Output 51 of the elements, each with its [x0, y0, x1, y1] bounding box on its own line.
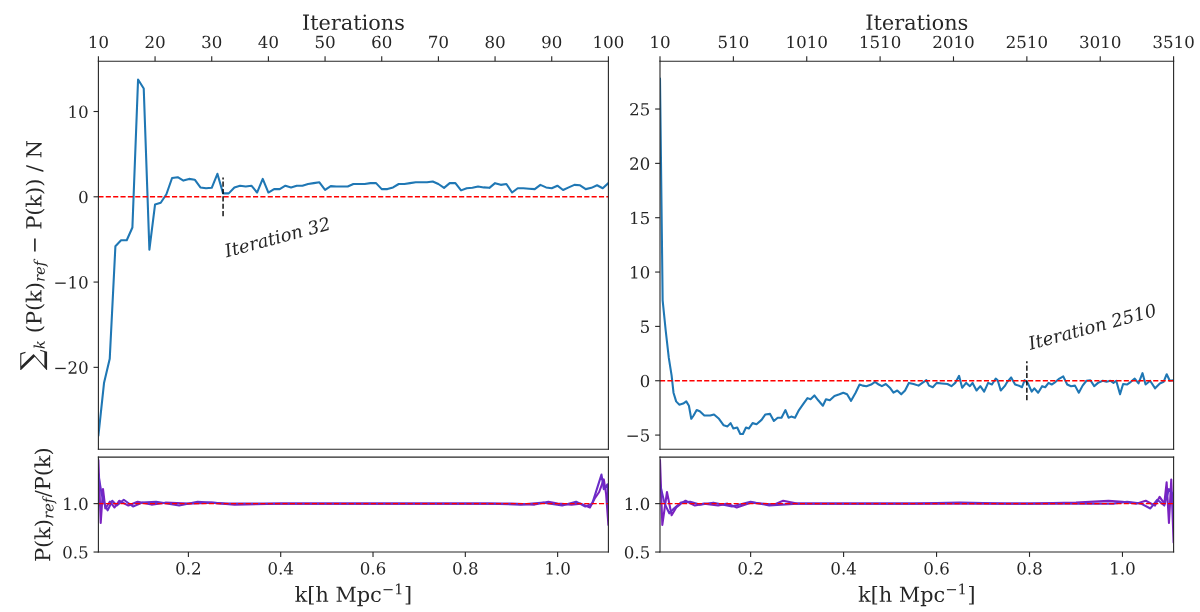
y-tick-label: 10 [631, 266, 650, 279]
x-tick-label: 10 [651, 35, 670, 49]
y-tick-label: −5 [627, 429, 649, 442]
x-tick-label: 20 [145, 35, 165, 49]
x-tick-label: 10 [89, 35, 108, 49]
x-tick-label: 60 [372, 35, 392, 49]
x-tick-label: 2010 [933, 35, 974, 49]
y-tick-label: −20 [55, 361, 88, 374]
y-axis-title: ∑$_{k}$ (P(k)$_{ref}$ − P(k)) / N [20, 141, 48, 371]
x-axis-title: Iterations [303, 14, 404, 31]
x-tick-label: 0.2 [738, 562, 763, 575]
x-tick-label: 3010 [1080, 35, 1121, 49]
x-tick-label: 90 [542, 35, 562, 49]
x-axis-title: k[h Mpc$^{−1}$] [295, 583, 411, 607]
x-tick-label: 510 [718, 35, 749, 49]
x-tick-label: 0.6 [360, 562, 386, 575]
x-tick-label: 100 [594, 35, 624, 49]
x-tick-label: 0.6 [924, 562, 949, 575]
x-tick-label: 40 [258, 35, 278, 49]
y-tick-label: 1.0 [64, 497, 88, 511]
x-tick-label: 0.8 [1017, 562, 1042, 575]
x-tick-label: 1.0 [1111, 562, 1135, 575]
y-axis-title: P(k)$_{ref}$/P(k) [34, 448, 57, 561]
ref-line-label: Iteration 2510 [1026, 303, 1157, 351]
x-tick-label: 80 [485, 35, 505, 49]
x-tick-label: 0.8 [453, 562, 478, 575]
x-tick-label: 1010 [787, 35, 827, 49]
y-tick-label: 0.5 [624, 545, 649, 559]
x-tick-label: 0.2 [176, 562, 201, 575]
y-tick-label: 25 [630, 102, 649, 116]
y-tick-label: 0 [79, 190, 88, 204]
y-tick-label: 0.5 [63, 545, 88, 559]
x-tick-label: 30 [202, 35, 222, 49]
x-tick-label: 3510 [1153, 35, 1194, 49]
y-tick-label: 20 [630, 157, 650, 170]
y-tick-label: 10 [69, 105, 88, 119]
x-tick-label: 0.4 [831, 562, 857, 575]
x-tick-label: 50 [315, 35, 335, 49]
x-tick-label: 70 [429, 35, 448, 49]
x-axis-title: k[h Mpc$^{−1}$] [858, 583, 974, 607]
x-tick-label: 1510 [860, 35, 901, 49]
x-tick-label: 2510 [1006, 35, 1047, 49]
x-tick-label: 1.0 [546, 562, 570, 575]
x-axis-title: Iterations [866, 14, 968, 31]
y-tick-label: −10 [55, 276, 88, 289]
y-tick-label: 15 [631, 211, 649, 225]
y-tick-label: 5 [641, 320, 649, 333]
x-tick-label: 0.4 [268, 562, 294, 575]
ref-line-label: Iteration 32 [222, 216, 331, 258]
y-tick-label: 1.0 [625, 497, 650, 511]
y-tick-label: 0 [640, 374, 650, 388]
